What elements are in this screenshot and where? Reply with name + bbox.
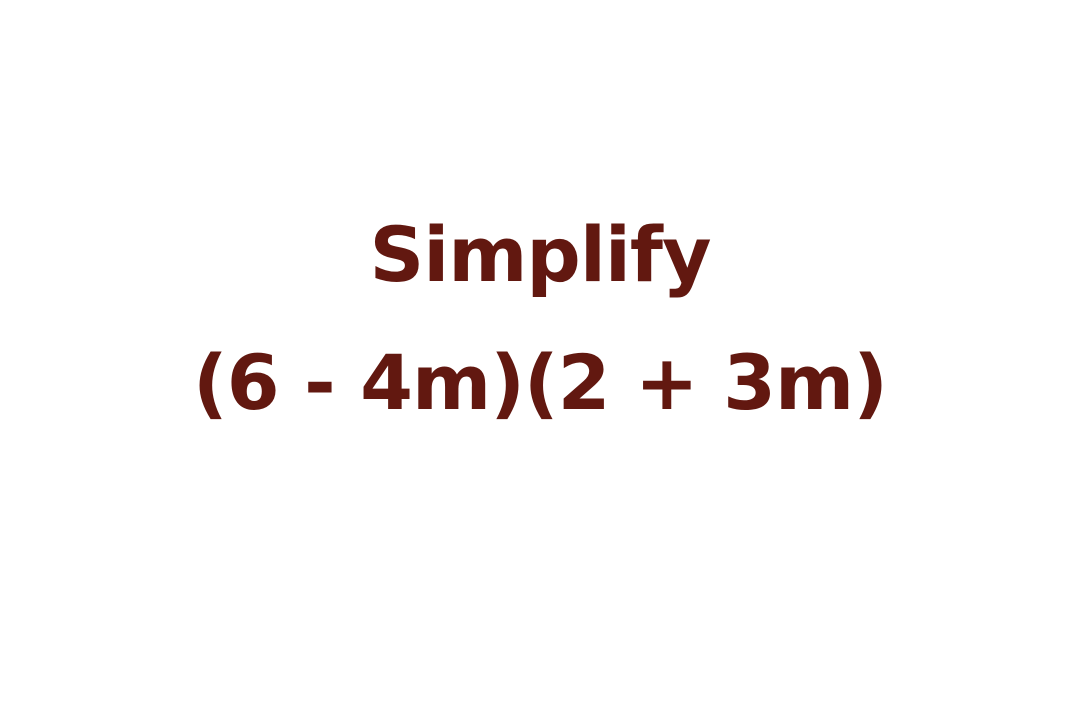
math-expression: (6 - 4m)(2 + 3m) (193, 338, 888, 427)
problem-block: Simplify (6 - 4m)(2 + 3m) (0, 205, 1080, 433)
problem-heading: Simplify (369, 210, 711, 299)
